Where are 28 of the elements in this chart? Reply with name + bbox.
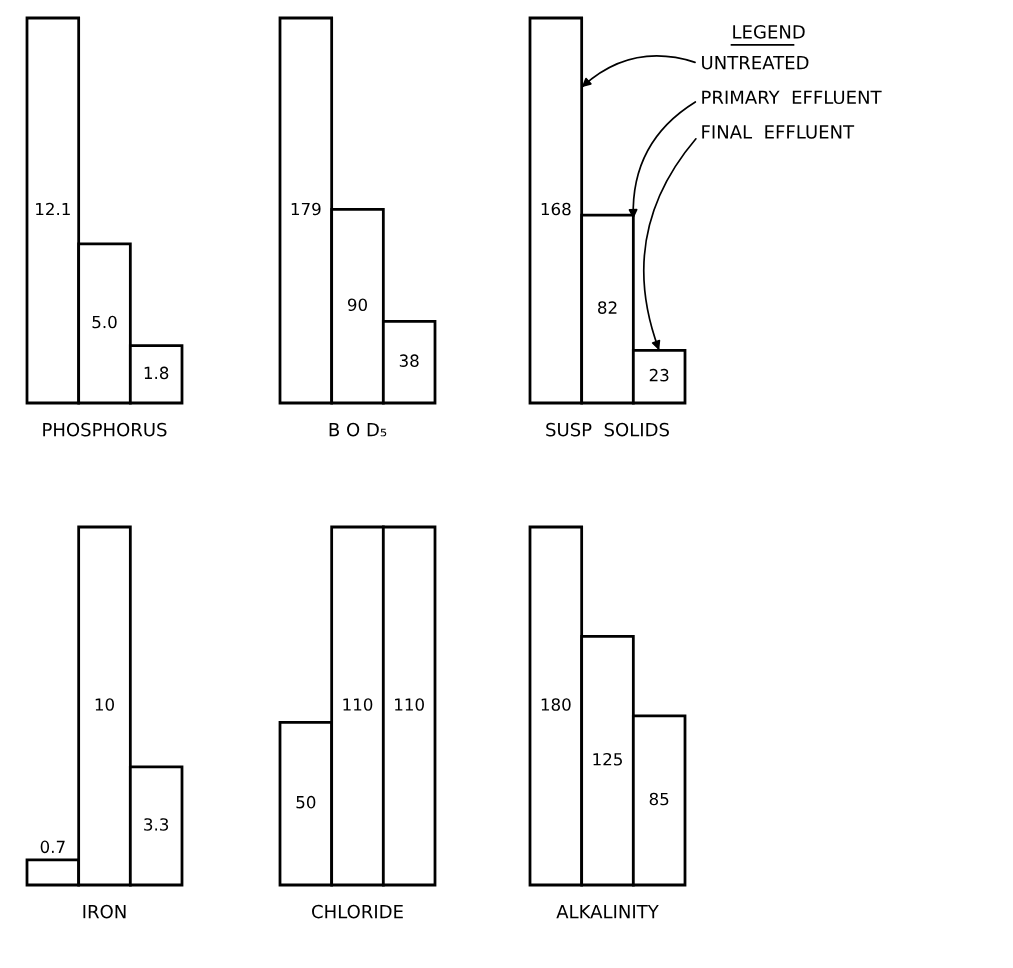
x-axis-title: ALKALINITY xyxy=(556,905,659,919)
data-label: 3.3 xyxy=(144,818,169,831)
x-axis-title: B O D₅ xyxy=(329,422,387,437)
data-label: 50 xyxy=(296,795,316,809)
legend-title: LEGEND xyxy=(733,24,805,39)
data-label: 82 xyxy=(598,301,617,314)
data-label: 110 xyxy=(343,698,373,711)
text: FINAL EFFLUENT xyxy=(702,125,855,139)
x-axis-title: PHOSPHORUS xyxy=(43,422,167,437)
data-label: 168 xyxy=(541,202,571,216)
data-label: 85 xyxy=(649,792,669,806)
text: PRIMARY EFFLUENT xyxy=(702,90,882,105)
data-label: 12.1 xyxy=(36,202,70,216)
x-axis-title: IRON xyxy=(83,904,126,919)
data-label: 110 xyxy=(395,698,424,711)
data-label: 180 xyxy=(541,698,571,711)
data-label: 23 xyxy=(649,368,669,382)
x-axis-title: CHLORIDE xyxy=(312,904,403,919)
data-label: 0.7 xyxy=(40,840,65,854)
data-label: 1.8 xyxy=(144,366,169,380)
data-label: 5.0 xyxy=(92,315,117,329)
data-label: 125 xyxy=(593,752,622,766)
data-label: 90 xyxy=(347,298,367,312)
data-label: 38 xyxy=(399,354,419,367)
data-label: 179 xyxy=(291,202,321,216)
legend-label: UNTREATED xyxy=(702,56,809,70)
x-axis-title: SUSP SOLIDS xyxy=(546,422,669,437)
data-label: 10 xyxy=(95,698,114,711)
